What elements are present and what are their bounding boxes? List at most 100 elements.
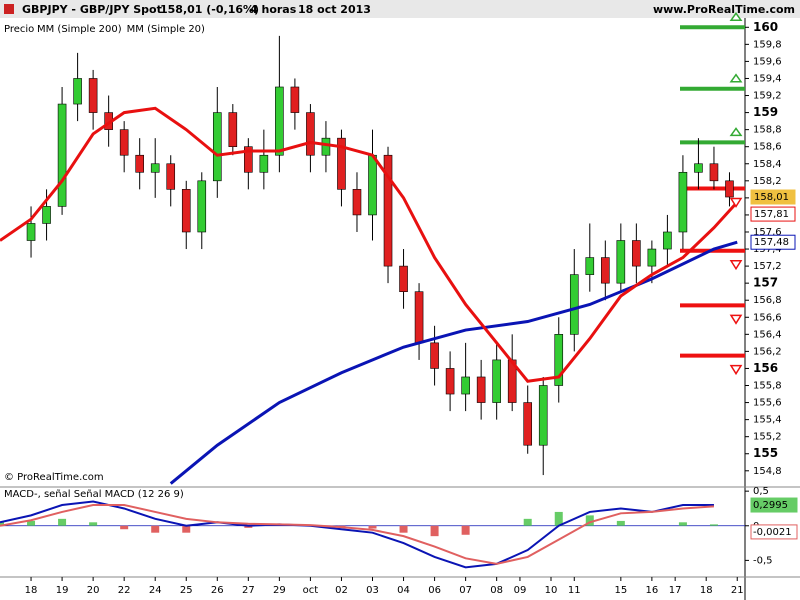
last-value-label: 157,81 (754, 209, 789, 220)
histogram-bar (0, 522, 4, 526)
x-tick-label: 21 (731, 585, 744, 596)
y-tick-label: 160 (753, 20, 778, 34)
macd-line (0, 500, 714, 569)
legend-entry: MM (Simple 200) (37, 24, 122, 35)
site: www.ProRealTime.com (653, 3, 795, 16)
x-tick-label: 02 (335, 585, 348, 596)
y-tick-label: 155,6 (753, 398, 782, 409)
candle-body (538, 385, 548, 446)
y-tick-label: 0,5 (753, 486, 769, 497)
candle-body (585, 257, 595, 275)
x-tick-label: 11 (568, 585, 581, 596)
candle-body (259, 154, 269, 173)
y-tick-label: 155 (753, 446, 778, 460)
x-tick-label: 06 (428, 585, 441, 596)
level-arrow (729, 197, 743, 208)
y-tick-label: 157,6 (753, 227, 782, 238)
x-tick-label: 03 (366, 585, 379, 596)
x-tick-label: 22 (118, 585, 131, 596)
histogram-bar (585, 515, 594, 526)
moving-average (169, 240, 738, 485)
last-value-box (750, 206, 796, 222)
legend-entry: MM (Simple 20) (127, 24, 205, 35)
candle-body (430, 342, 439, 369)
x-tick-label: 26 (211, 585, 224, 596)
y-tick-label: 156,8 (753, 295, 782, 306)
level-arrow (729, 260, 743, 271)
level-arrow (729, 73, 743, 83)
candle-body (275, 86, 284, 156)
x-tick-label: 08 (490, 585, 503, 596)
last-value-label: -0,0021 (753, 527, 792, 538)
candle-body (678, 171, 688, 233)
y-tick-label: 158,8 (753, 125, 782, 136)
credit: © ProRealTime.com (4, 472, 104, 483)
y-tick-label: 156,4 (753, 329, 782, 340)
candle-body (694, 163, 703, 173)
histogram-bar (678, 522, 687, 526)
candle-body (663, 231, 672, 250)
histogram-bar (120, 525, 129, 530)
level-arrow (729, 127, 743, 137)
x-tick-label: 20 (87, 585, 100, 596)
candle-body (476, 376, 486, 403)
candle-body (337, 137, 346, 190)
candle-body (150, 163, 160, 173)
candle-body (290, 86, 300, 113)
y-tick-label: 158,6 (753, 142, 782, 153)
y-tick-label: 159,6 (753, 56, 782, 67)
y-tick-label: 159 (753, 105, 778, 119)
last-value-box (750, 234, 796, 250)
macd-line (0, 504, 715, 565)
histogram-bar (151, 525, 160, 533)
level-arrow (729, 12, 743, 22)
candle-body (445, 368, 455, 395)
x-tick-label: 17 (669, 585, 682, 596)
level-arrow (729, 364, 743, 376)
histogram-bar (244, 525, 253, 528)
candle-body (554, 334, 564, 386)
histogram-bar (182, 525, 191, 533)
y-tick-label: -0,5 (753, 555, 773, 566)
candle-body (244, 146, 253, 173)
y-tick-label: 156,6 (753, 312, 782, 323)
x-tick-label: 09 (514, 585, 527, 596)
candle-body (383, 154, 393, 267)
x-tick-label: 07 (459, 585, 472, 596)
histogram-bar (461, 525, 470, 535)
y-tick-label: 157,2 (753, 261, 782, 272)
y-tick-label: 155,2 (753, 432, 782, 443)
period: 4 horas (250, 3, 297, 16)
candle-body (601, 257, 610, 284)
y-tick-label: 157 (753, 276, 778, 290)
x-tick-label: 18 (700, 585, 713, 596)
candle-body (461, 376, 470, 395)
y-tick-label: 156,2 (753, 346, 782, 357)
x-tick-label: 16 (646, 585, 659, 596)
x-tick-label: 24 (149, 585, 162, 596)
x-tick-label: 25 (180, 585, 193, 596)
candle-body (212, 112, 222, 182)
candle-body (725, 180, 734, 198)
histogram-bar (523, 518, 532, 526)
moving-average (0, 106, 739, 383)
histogram-bar (616, 520, 625, 526)
y-tick-label: 159,4 (753, 73, 782, 84)
quote: 158,01 (-0,16%) (160, 3, 259, 16)
y-tick-label: 156 (753, 361, 778, 375)
y-tick-label: 155,8 (753, 381, 782, 392)
x-tick-label: 29 (273, 585, 286, 596)
header-bar (0, 0, 800, 18)
histogram-bar (368, 525, 377, 529)
candle-body (26, 223, 36, 241)
candle-body (306, 112, 315, 156)
candle-body (569, 274, 579, 335)
histogram-bar (89, 522, 98, 526)
candle-body (616, 240, 626, 284)
candle-body (166, 163, 176, 190)
candle-body (57, 103, 67, 207)
last-value-box (750, 497, 798, 513)
candle-body (709, 163, 719, 182)
last-value-box (750, 189, 796, 205)
